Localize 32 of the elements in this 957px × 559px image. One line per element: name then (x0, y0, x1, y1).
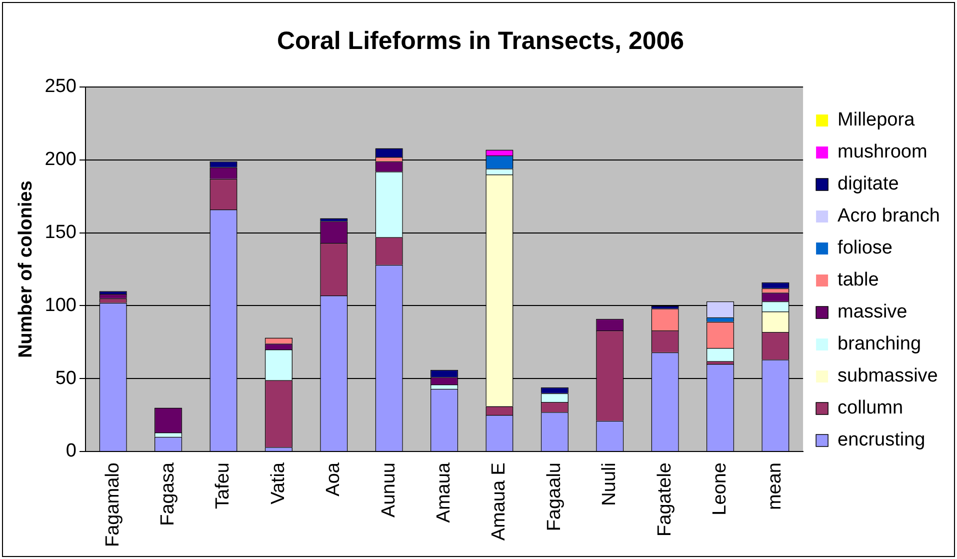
legend-label: mushroom (838, 142, 928, 163)
y-axis-title: Number of colonies (16, 180, 37, 358)
y-tick-label: 150 (44, 222, 76, 244)
y-tick-label: 100 (44, 294, 76, 316)
legend-label: branching (838, 334, 922, 355)
y-tick-label: 200 (44, 149, 76, 170)
x-tick-label: Aunuu (378, 462, 400, 518)
legend-label: massive (838, 302, 908, 323)
legend-label: foliose (838, 238, 892, 259)
legend-label: collumn (838, 398, 904, 419)
x-tick-label: Fagamalo (102, 462, 124, 548)
x-tick-label: Fagatele (654, 462, 676, 536)
x-tick-label: Leone (710, 462, 730, 516)
x-tick-label: Fagaalu (544, 462, 565, 532)
x-tick-label: Nuuli (599, 462, 620, 506)
x-tick-label: Aoa (323, 462, 344, 496)
y-tick-label: 250 (44, 76, 76, 98)
x-tick-label: Tafeu (212, 462, 234, 509)
legend-label: Acro branch (838, 206, 940, 227)
legend-label: table (838, 270, 879, 291)
legend-label: submassive (838, 366, 938, 387)
x-tick-label: Vatia (268, 462, 289, 504)
x-tick-label: mean (764, 462, 786, 510)
x-tick-label: Amaua E (488, 462, 510, 541)
x-tick-label: Amaua (434, 462, 455, 523)
y-tick-label: 0 (66, 440, 76, 462)
legend-label: digitate (838, 174, 899, 195)
y-tick-label: 50 (55, 368, 76, 389)
legend-label: Millepora (838, 110, 916, 131)
x-tick-label: Fagasa (158, 462, 179, 526)
chart-title: Coral Lifeforms in Transects, 2006 (276, 26, 684, 55)
legend-label: encrusting (838, 430, 926, 451)
